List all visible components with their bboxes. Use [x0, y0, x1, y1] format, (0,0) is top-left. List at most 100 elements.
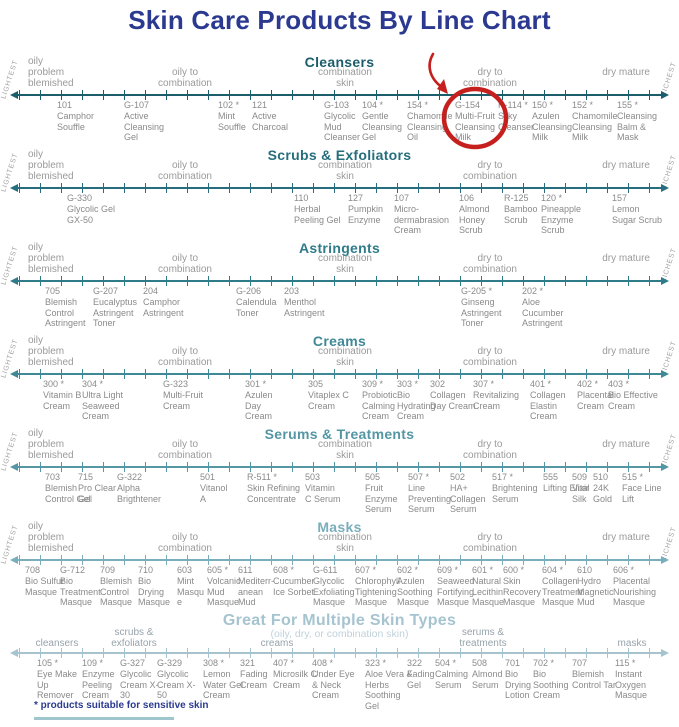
product-label: G-611 Glycolic Exfoliating Masque [313, 565, 366, 608]
product-label: 301 * Azulen Day Cream [245, 379, 279, 422]
product-name: Cucumber Ice Sorbet [273, 575, 315, 597]
product-label: 508 Almond Serum [472, 658, 504, 690]
product-name: Aloe Vera & Herbs Soothing Gel [365, 668, 413, 712]
product-code: 501 [200, 472, 216, 482]
product-code: 710 [138, 565, 154, 575]
product-name: Vitamin B Cream [43, 389, 82, 411]
arrow-right-icon [661, 184, 669, 192]
product-label: 504 * Calming Serum [435, 658, 485, 690]
product-code: 203 [284, 286, 300, 296]
product-code: 517 * [492, 472, 514, 482]
product-name: Skin Recovery Masque [503, 575, 542, 608]
product-label: 701 Bio Drying Lotion [505, 658, 539, 701]
axis-ticks [19, 183, 660, 193]
product-code: 603 [177, 565, 193, 575]
product-label: 703 Blemish Control Gel [45, 472, 95, 504]
product-code: 715 [78, 472, 94, 482]
product-label: 323 * Aloe Vera & Herbs Soothing Gel [365, 658, 415, 712]
product-label: 204 Camphor Astringent [143, 286, 193, 318]
product-name: Enzyme Peeling Cream [82, 668, 115, 701]
product-code: 121 [252, 100, 268, 110]
product-name: Almond Serum [472, 668, 503, 690]
product-code: 120 * [541, 193, 563, 203]
arrow-left-icon [10, 184, 18, 192]
arrow-left-icon [10, 463, 18, 471]
product-label: 611 Mediterr­anean Mud [238, 565, 278, 608]
product-name: Vitamin C Serum [305, 482, 341, 504]
spectrum-axis [10, 648, 669, 658]
product-label: G-207 Eucalyptus Astringent Toner [93, 286, 143, 329]
product-code: 402 * [577, 379, 599, 389]
product-name: Brightening Serum [492, 482, 538, 504]
product-name: Mint Souffle [218, 110, 246, 132]
section-great-for-multiple-skin-types: Great For Multiple Skin Types (oily, dry,… [0, 612, 679, 711]
arrow-right-icon [661, 277, 669, 285]
product-label: 507 * Line Preventing Serum [408, 472, 458, 515]
product-label: 501 Vitanol A [200, 472, 234, 504]
product-label: 115 * Instant Oxygen Masque [615, 658, 665, 701]
product-label: G-322 Alpha Brigthtener [117, 472, 171, 504]
product-label: 308 * Lemon Water Gel Cream [203, 658, 253, 701]
product-label: 402 * Placental Cream [577, 379, 627, 411]
spectrum-axis [10, 90, 669, 100]
product-code: G-611 [313, 565, 338, 575]
product-name: Bio Drying Lotion [505, 668, 532, 701]
product-name: Mediterr­anean Mud [238, 575, 275, 608]
product-label: 150 * Azulen Cleansing Milk [532, 100, 582, 143]
product-code: 611 [238, 565, 253, 575]
product-code: 604 * [542, 565, 564, 575]
product-code: 115 * [615, 658, 636, 668]
product-label: 309 * Probiotic Calming Cream [362, 379, 412, 422]
product-code: 401 * [530, 379, 552, 389]
product-label: G-329 Glycolic Cream X-50 [157, 658, 197, 701]
product-label: 407 * Microsilk C Cream [273, 658, 319, 690]
product-code: G-323 [163, 379, 189, 389]
spectrum-axis [10, 276, 669, 286]
product-label: 155 * Cleansing Balm & Mask [617, 100, 667, 143]
section-header: Creams [312, 333, 367, 349]
product-code: 610 [577, 565, 593, 575]
section-creams: Creams oily problem blemished oily to comb… [0, 333, 679, 426]
product-name: Micro-dermabrasion Cream [394, 203, 450, 236]
product-code: 304 * [82, 379, 104, 389]
product-name: Glycolic Exfoliating Masque [313, 575, 355, 608]
product-code: 702 * [533, 658, 555, 668]
product-label: G-712 Bio Treatment Masque [60, 565, 110, 608]
product-label: R-125 Bamboo Scrub [504, 193, 554, 225]
product-label: 709 Blemish Control Masque [100, 565, 150, 608]
product-name: Bio Effective Cream [608, 389, 658, 411]
product-name: Ginseng Astringent Toner [461, 296, 502, 329]
product-code: 303 * [397, 379, 419, 389]
skin-type-label: oily problem blemished [28, 149, 74, 182]
product-code: G-322 [117, 472, 143, 482]
product-code: 408 * [312, 658, 334, 668]
product-code: 308 * [203, 658, 225, 668]
product-name: HA+ Collagen Serum [450, 482, 486, 515]
skin-type-label: dry mature [602, 160, 650, 171]
product-name: Seaweed Fortifying Masque [437, 575, 475, 608]
product-name: Cleansing Balm & Mask [617, 110, 658, 143]
product-code: 701 [505, 658, 521, 668]
product-code: 507 * [408, 472, 430, 482]
section-header: Astringents [298, 240, 381, 256]
footnote-underline [34, 717, 174, 720]
product-name: Volcanic Mud Masque [207, 575, 241, 608]
product-name: Lemon Water Gel Cream [203, 668, 244, 701]
product-name: Menthol Astringent [284, 296, 325, 318]
skin-type-label: dry to combination [463, 439, 517, 461]
product-code: 321 [240, 658, 256, 668]
product-name: Calming Serum [435, 668, 469, 690]
arrow-right-icon [661, 649, 669, 657]
product-name: Microsilk C Cream [273, 668, 317, 690]
product-name: Bio Treatment Masque [60, 575, 101, 608]
section-header: Masks [317, 519, 362, 535]
product-name: Ultra Light Seaweed Cream [82, 389, 124, 422]
product-name: Vital Silk [572, 482, 590, 504]
product-name: Camphor Astringent [143, 296, 184, 318]
product-name: Active Cleansing Gel [124, 110, 165, 143]
product-label: 707 Blemish Control Tar [572, 658, 622, 690]
product-name: Placental Nourishing Masque [613, 575, 657, 608]
product-name: Bio Hydrating Cream [397, 389, 436, 422]
product-name: Vitanol A [200, 482, 228, 504]
product-name: Bio Drying Masque [138, 575, 171, 608]
